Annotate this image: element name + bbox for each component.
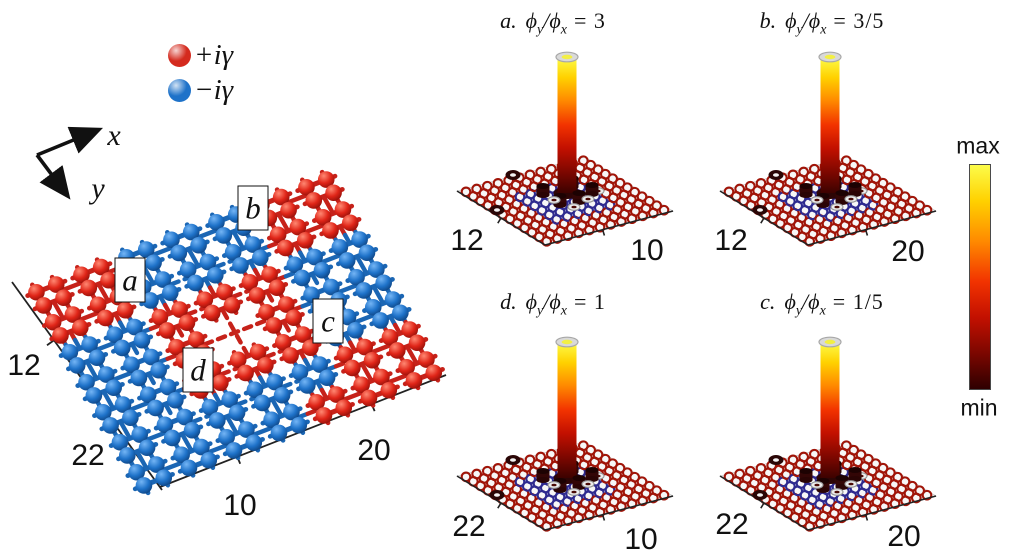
colorbar-max-label: max	[956, 132, 1000, 159]
panel-b-right-tick: 20	[891, 235, 925, 268]
panel-c-plot	[719, 336, 937, 532]
lattice-x-tick-10: 10	[223, 489, 257, 522]
colorbar-min-label: min	[960, 394, 998, 421]
panel-d-title: d. ϕy/ϕx = 1	[500, 289, 606, 319]
panel-a-plot	[456, 51, 674, 247]
panel-a-left-tick: 12	[450, 224, 484, 257]
panel-d-plot	[456, 336, 674, 532]
site-label-a: a	[114, 257, 146, 303]
lattice-y-tick-12: 12	[7, 349, 41, 382]
panel-c-right-tick: 20	[887, 520, 921, 553]
site-label-c: c	[312, 298, 344, 344]
legend-row-gain: +iγ	[168, 41, 233, 70]
x-axis-key-label: x	[107, 119, 121, 152]
lattice-x-tick-20: 20	[357, 434, 391, 467]
lattice-y-tick-22: 22	[71, 439, 105, 472]
panel-a-right-tick: 10	[630, 234, 664, 267]
loss-site-dot-icon	[168, 79, 191, 102]
panel-b-plot	[719, 51, 937, 247]
gain-legend-label: +iγ	[194, 39, 234, 71]
panel-b-left-tick: 12	[714, 224, 748, 257]
loss-legend-label: −iγ	[194, 74, 234, 106]
panel-a-title: a. ϕy/ϕx = 3	[500, 8, 606, 38]
site-label-d: d	[182, 347, 214, 393]
panel-c-left-tick: 22	[715, 508, 749, 541]
panel-d-left-tick: 22	[452, 510, 486, 543]
legend-row-loss: −iγ	[168, 76, 233, 105]
panel-b-title: b. ϕy/ϕx = 3/5	[759, 8, 885, 38]
colorbar	[969, 164, 991, 390]
gain-site-dot-icon	[168, 44, 191, 67]
panel-d-right-tick: 10	[624, 523, 658, 556]
panel-c-title: c. ϕy/ϕx = 1/5	[760, 289, 884, 319]
y-axis-key-label: y	[91, 172, 105, 205]
site-label-b: b	[237, 185, 269, 231]
